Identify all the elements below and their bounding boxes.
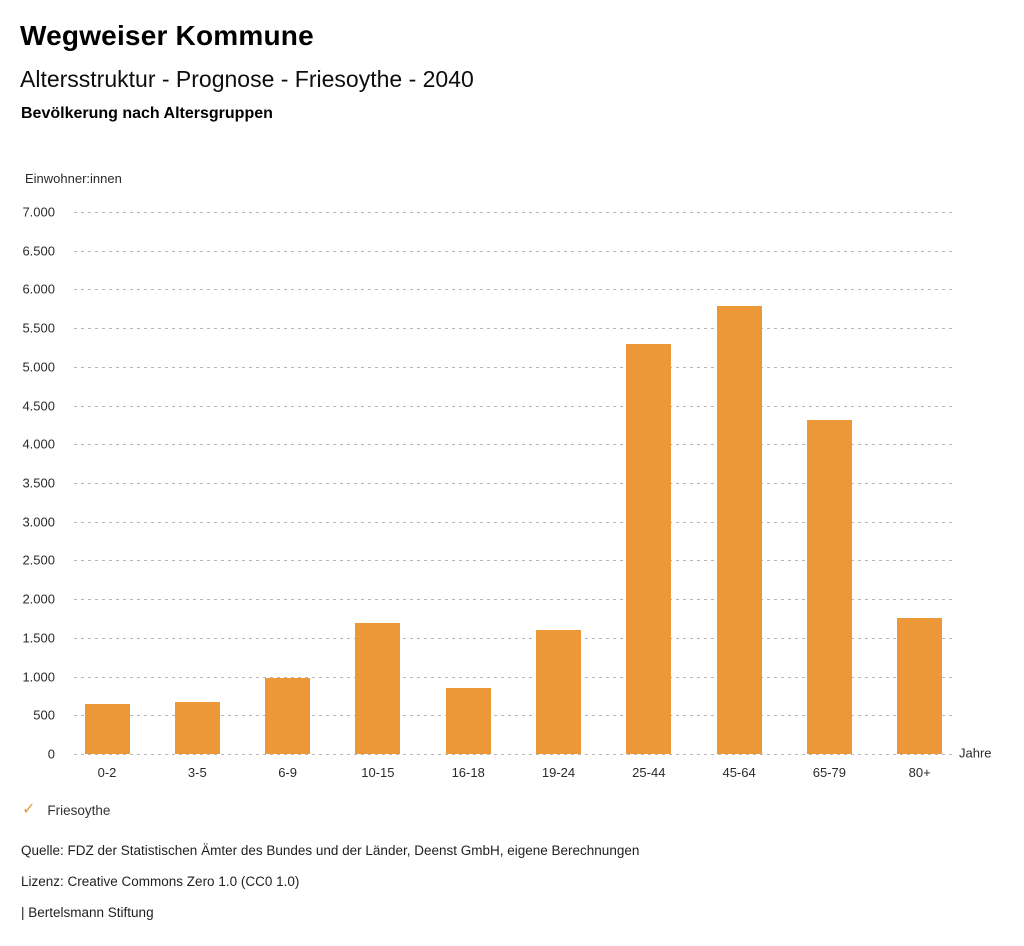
x-tick-label: 6-9 — [278, 765, 297, 780]
bar-16-18[interactable] — [445, 688, 491, 754]
bar-6-9[interactable] — [265, 678, 311, 754]
y-tick-label: 500 — [33, 707, 55, 723]
chart-subtitle: Bevölkerung nach Altersgruppen — [21, 105, 273, 122]
bar-19-24[interactable] — [536, 630, 581, 754]
source-note: Quelle: FDZ der Statistischen Ämter des … — [21, 843, 640, 858]
chart-title: Altersstruktur - Prognose - Friesoythe -… — [20, 66, 474, 92]
x-tick-label: 45-64 — [722, 765, 756, 780]
gridline — [74, 521, 953, 523]
page-title: Wegweiser Kommune — [20, 20, 314, 51]
y-tick-label: 5.000 — [22, 359, 55, 375]
gridline — [74, 250, 953, 252]
gridline — [74, 715, 953, 717]
gridline — [74, 754, 953, 755]
x-tick-label: 3-5 — [187, 765, 207, 780]
y-tick-label: 5.500 — [22, 320, 55, 336]
gridline — [74, 328, 953, 330]
bar-25-44[interactable] — [626, 344, 672, 754]
x-tick-label: 65-79 — [812, 765, 847, 780]
x-tick-label: 16-18 — [451, 765, 485, 780]
x-tick-label: 19-24 — [541, 765, 576, 780]
gridline — [74, 637, 953, 639]
y-tick-label: 1.500 — [22, 630, 55, 646]
gridline — [74, 483, 953, 484]
check-icon: ✓ — [22, 801, 36, 818]
y-tick-label: 2.500 — [22, 552, 55, 568]
footer: Quelle: FDZ der Statistischen Ämter des … — [21, 843, 639, 936]
plot-area — [74, 212, 953, 755]
y-tick-label: 4.000 — [22, 436, 55, 452]
gridline — [74, 444, 953, 446]
y-tick-label: 6.500 — [22, 243, 55, 259]
y-tick-label: 2.000 — [22, 591, 55, 607]
y-axis-unit-label: Einwohner:innen — [25, 171, 122, 186]
legend-item-friesoythe[interactable]: ✓ Friesoythe — [22, 802, 110, 818]
x-axis-unit-label: Jahre — [959, 745, 992, 761]
bar-0-2[interactable] — [84, 704, 130, 754]
y-tick-label: 3.500 — [22, 475, 55, 491]
y-tick-label: 4.500 — [22, 398, 55, 414]
y-tick-label: 7.000 — [22, 204, 55, 220]
y-tick-label: 6.000 — [22, 281, 55, 297]
license-note: Lizenz: Creative Commons Zero 1.0 (CC0 1… — [21, 874, 300, 889]
gridline — [74, 560, 953, 562]
bar-10-15[interactable] — [355, 623, 401, 754]
attribution-note: | Bertelsmann Stiftung — [21, 905, 154, 920]
bar-80+[interactable] — [897, 618, 943, 754]
gridline — [74, 289, 953, 291]
x-tick-label: 10-15 — [361, 765, 395, 780]
x-tick-label: 25-44 — [632, 765, 666, 780]
legend-label: Friesoythe — [47, 802, 111, 818]
gridline — [74, 676, 953, 678]
x-tick-label: 0-2 — [97, 765, 117, 780]
bar-65-79[interactable] — [806, 420, 852, 754]
gridline — [74, 366, 953, 368]
y-axis-tick-labels: 0 500 1.000 1.500 2.000 2.500 3.000 3.500 4.000 4… — [0, 205, 55, 762]
x-axis-tick-labels: 0-2 3-5 6-9 10-15 16-18 19-24 25-44 45-64 65-79 8… — [74, 765, 953, 785]
gridline — [74, 212, 953, 213]
y-tick-label: 3.000 — [22, 514, 55, 530]
y-tick-label: 0 — [47, 746, 55, 762]
x-tick-label: 80+ — [908, 765, 931, 780]
bar-45-64[interactable] — [716, 306, 762, 754]
gridline — [74, 405, 953, 407]
bar-3-5[interactable] — [174, 702, 220, 754]
gridline — [74, 599, 953, 601]
y-tick-label: 1.000 — [22, 669, 55, 685]
